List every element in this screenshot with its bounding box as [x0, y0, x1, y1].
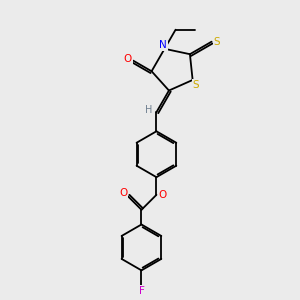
Text: F: F [139, 286, 144, 296]
Text: O: O [158, 190, 166, 200]
Text: S: S [192, 80, 199, 90]
Text: O: O [119, 188, 128, 198]
Text: S: S [214, 37, 220, 47]
Text: H: H [145, 105, 152, 115]
Text: N: N [159, 40, 167, 50]
Text: O: O [124, 54, 132, 64]
